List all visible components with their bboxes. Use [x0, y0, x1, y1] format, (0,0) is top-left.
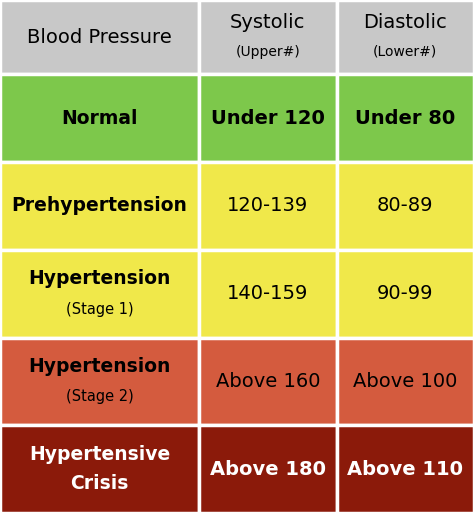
Bar: [199, 425, 337, 513]
Bar: [199, 0, 337, 74]
Text: Above 160: Above 160: [216, 372, 320, 391]
Text: Under 80: Under 80: [355, 109, 456, 128]
Bar: [199, 162, 337, 250]
Bar: [199, 250, 337, 338]
Bar: [0, 0, 199, 74]
Bar: [337, 425, 474, 513]
Text: (Upper#): (Upper#): [236, 45, 300, 58]
Text: (Stage 1): (Stage 1): [66, 302, 133, 317]
Bar: [337, 0, 474, 74]
Text: Under 120: Under 120: [211, 109, 325, 128]
Bar: [199, 74, 337, 162]
Bar: [0, 162, 199, 250]
Bar: [337, 74, 474, 162]
Bar: [0, 425, 199, 513]
Bar: [0, 338, 199, 425]
Text: 140-159: 140-159: [227, 284, 309, 303]
Bar: [0, 74, 199, 162]
Text: Above 100: Above 100: [353, 372, 457, 391]
Text: Crisis: Crisis: [70, 474, 129, 493]
Bar: [337, 338, 474, 425]
Bar: [0, 250, 199, 338]
Bar: [337, 162, 474, 250]
Text: (Lower#): (Lower#): [373, 45, 438, 58]
Bar: [199, 338, 337, 425]
Text: (Stage 2): (Stage 2): [66, 389, 133, 404]
Text: Above 180: Above 180: [210, 460, 326, 479]
Bar: [337, 250, 474, 338]
Text: Blood Pressure: Blood Pressure: [27, 28, 172, 47]
Text: Hypertensive: Hypertensive: [29, 445, 170, 464]
Text: 90-99: 90-99: [377, 284, 434, 303]
Text: Normal: Normal: [61, 109, 138, 128]
Text: Prehypertension: Prehypertension: [11, 196, 188, 215]
Text: Above 110: Above 110: [347, 460, 463, 479]
Text: Diastolic: Diastolic: [364, 13, 447, 32]
Text: 120-139: 120-139: [227, 196, 309, 215]
Text: Hypertension: Hypertension: [28, 269, 171, 288]
Text: Hypertension: Hypertension: [28, 357, 171, 376]
Text: Systolic: Systolic: [230, 13, 306, 32]
Text: 80-89: 80-89: [377, 196, 434, 215]
